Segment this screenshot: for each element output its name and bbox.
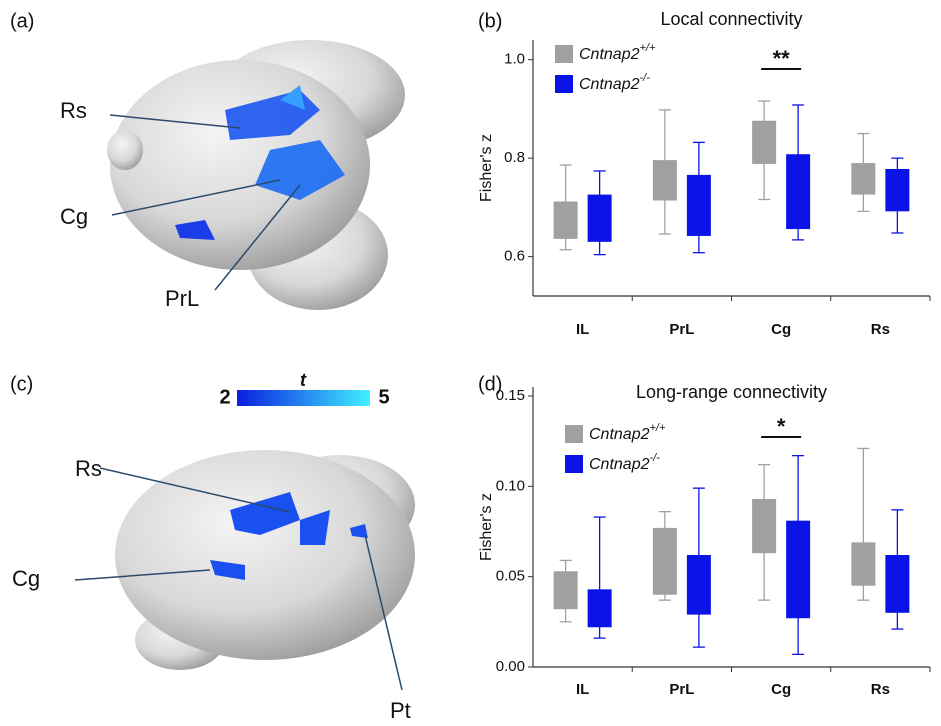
box <box>851 163 876 195</box>
region-label: PrL <box>165 286 199 311</box>
y-tick-label: 0.10 <box>496 477 525 494</box>
panel-label: (b) <box>478 10 502 32</box>
y-tick-label: 0.00 <box>496 658 525 675</box>
brain-a: Rs Cg PrL <box>60 40 405 311</box>
chart-title: Local connectivity <box>660 9 802 29</box>
box <box>587 589 612 628</box>
x-tick-label: Rs <box>871 321 890 338</box>
box <box>885 555 910 613</box>
legend-swatch <box>555 75 573 93</box>
panel-label: (c) <box>10 373 33 395</box>
legend-superscript: -/- <box>640 72 651 84</box>
y-axis-label: Fisher's z <box>478 493 495 561</box>
box <box>686 555 711 615</box>
y-tick-label: 0.15 <box>496 387 525 404</box>
colorbar <box>237 390 370 406</box>
box <box>786 154 811 230</box>
colorbar-max: 5 <box>378 386 389 408</box>
region-label: Rs <box>75 456 102 481</box>
region-label: Cg <box>60 204 88 229</box>
region-label: Cg <box>12 566 40 591</box>
box <box>752 120 777 165</box>
y-tick-label: 0.6 <box>504 248 525 265</box>
x-tick-label: Cg <box>771 681 791 698</box>
legend-swatch <box>565 455 583 473</box>
colorbar-label: t <box>300 370 307 390</box>
legend-superscript: -/- <box>650 452 661 464</box>
box <box>652 527 677 595</box>
y-tick-label: 0.8 <box>504 149 525 166</box>
legend-swatch <box>555 45 573 63</box>
legend-label: Cntnap2-/- <box>589 452 660 473</box>
region-label: Rs <box>60 98 87 123</box>
legend-label: Cntnap2+/+ <box>579 42 656 63</box>
region-label: Pt <box>390 698 411 723</box>
panel-label: (d) <box>478 373 502 395</box>
significance: * <box>777 414 786 439</box>
box <box>752 499 777 554</box>
y-tick-label: 0.05 <box>496 568 525 585</box>
x-tick-label: Cg <box>771 321 791 338</box>
x-tick-label: IL <box>576 681 589 698</box>
legend-superscript: +/+ <box>640 42 656 54</box>
x-tick-label: IL <box>576 321 589 338</box>
box <box>587 194 612 242</box>
significance: ** <box>773 46 791 71</box>
legend-name: Cntnap2 <box>589 456 650 473</box>
x-tick-label: PrL <box>669 681 694 698</box>
box <box>652 160 677 201</box>
panel-label: (a) <box>10 10 34 32</box>
box <box>786 520 811 619</box>
box <box>885 168 910 212</box>
y-axis-label: Fisher's z <box>478 134 495 202</box>
x-tick-label: PrL <box>669 321 694 338</box>
brain-c: Rs Cg Pt t 2 5 <box>12 370 415 723</box>
legend-name: Cntnap2 <box>589 426 650 443</box>
chart-title: Long-range connectivity <box>636 382 827 402</box>
legend-name: Cntnap2 <box>579 46 640 63</box>
x-tick-label: Rs <box>871 681 890 698</box>
legend-swatch <box>565 425 583 443</box>
colorbar-min: 2 <box>219 386 230 408</box>
legend-label: Cntnap2+/+ <box>589 422 666 443</box>
legend-name: Cntnap2 <box>579 76 640 93</box>
legend-label: Cntnap2-/- <box>579 72 650 93</box>
box <box>686 174 711 236</box>
legend-superscript: +/+ <box>650 422 666 434</box>
box <box>553 571 578 610</box>
y-tick-label: 1.0 <box>504 51 525 68</box>
box <box>553 201 578 239</box>
box <box>851 542 876 586</box>
